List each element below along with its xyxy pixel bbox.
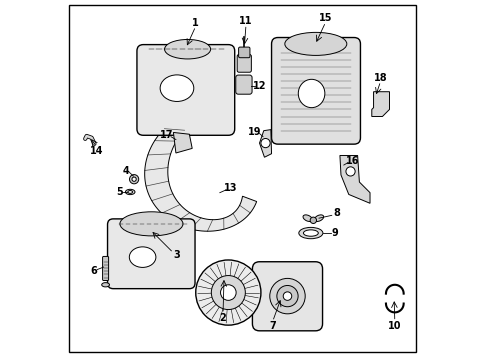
Circle shape [309, 217, 316, 223]
Text: 12: 12 [252, 81, 266, 91]
Text: 13: 13 [224, 183, 238, 193]
Circle shape [345, 167, 354, 176]
Ellipse shape [298, 79, 324, 108]
Ellipse shape [298, 227, 322, 239]
Polygon shape [144, 125, 256, 231]
Ellipse shape [129, 247, 155, 267]
FancyBboxPatch shape [235, 75, 252, 94]
Ellipse shape [303, 230, 318, 236]
Text: 4: 4 [122, 166, 129, 176]
Ellipse shape [160, 75, 194, 101]
FancyBboxPatch shape [252, 262, 322, 331]
Circle shape [220, 285, 236, 300]
Ellipse shape [164, 40, 210, 59]
Circle shape [269, 278, 304, 314]
Circle shape [276, 286, 298, 307]
Polygon shape [173, 132, 192, 153]
Text: 17: 17 [160, 130, 173, 140]
Text: 11: 11 [239, 15, 252, 25]
Circle shape [129, 175, 138, 184]
Ellipse shape [125, 189, 135, 195]
Text: 10: 10 [387, 321, 401, 331]
Circle shape [132, 177, 136, 181]
FancyBboxPatch shape [136, 45, 234, 135]
FancyBboxPatch shape [238, 47, 249, 58]
FancyBboxPatch shape [103, 256, 108, 281]
Text: 15: 15 [318, 14, 332, 24]
Text: 8: 8 [332, 208, 339, 218]
FancyBboxPatch shape [271, 37, 360, 144]
Text: 5: 5 [116, 187, 123, 197]
Ellipse shape [302, 215, 312, 221]
Text: 3: 3 [173, 250, 180, 260]
FancyBboxPatch shape [107, 219, 195, 289]
Circle shape [283, 292, 291, 300]
Text: 14: 14 [90, 146, 103, 156]
Polygon shape [371, 92, 389, 116]
Text: 19: 19 [248, 127, 261, 137]
Ellipse shape [314, 215, 323, 221]
Text: 7: 7 [269, 321, 275, 331]
Circle shape [211, 276, 245, 310]
Text: 18: 18 [373, 72, 387, 82]
Text: 2: 2 [219, 313, 226, 323]
Text: 1: 1 [192, 17, 199, 27]
Text: 6: 6 [90, 266, 97, 276]
Ellipse shape [284, 32, 346, 55]
Polygon shape [339, 156, 369, 203]
Ellipse shape [102, 283, 109, 287]
Ellipse shape [128, 191, 132, 193]
Ellipse shape [120, 212, 182, 236]
Text: 16: 16 [346, 156, 359, 166]
FancyBboxPatch shape [237, 55, 251, 72]
Circle shape [260, 139, 270, 148]
Circle shape [196, 260, 260, 325]
Text: 9: 9 [331, 228, 338, 238]
Polygon shape [259, 130, 271, 157]
